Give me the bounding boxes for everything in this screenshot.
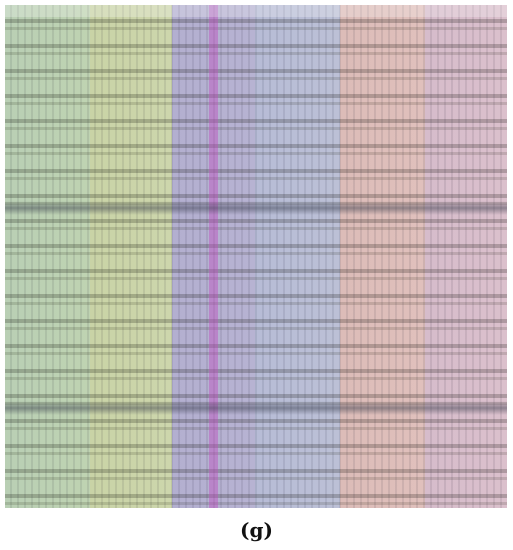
dark-band — [5, 401, 507, 415]
panel-caption: (g) — [240, 518, 273, 542]
dark-band — [5, 201, 507, 215]
horizontal-pattern — [5, 5, 507, 508]
top-band — [5, 5, 507, 17]
vertical-pattern — [5, 5, 507, 508]
magenta-line — [209, 5, 218, 508]
texture-image — [5, 5, 507, 508]
